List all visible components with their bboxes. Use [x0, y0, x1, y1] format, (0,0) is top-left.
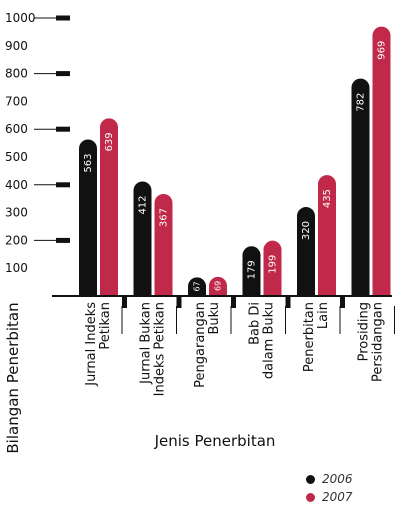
y-tick-marker-400: [56, 182, 70, 188]
bar-2007-1: [154, 193, 173, 296]
data-label-2006-1: 412: [138, 195, 149, 214]
legend: 2006 2007: [306, 470, 394, 506]
x-tick-label-0-0: Jurnal Indeks: [84, 302, 99, 387]
y-tick-label-600: 600: [5, 122, 28, 136]
x-tick-label-5-1: Persidangan: [371, 302, 386, 382]
x-tick-marker-1: [176, 296, 182, 308]
data-label-2007-0: 639: [104, 132, 115, 151]
y-axis-title: Bilangan Penerbitan: [4, 302, 22, 453]
legend-swatch-2006: [306, 474, 315, 484]
bar-2006-4: [297, 207, 315, 296]
x-tick-label-2-1: Buku: [207, 302, 222, 335]
legend-label-2007: 2007: [322, 490, 353, 504]
data-label-2007-2: 69: [214, 281, 223, 291]
bar-2007-5: [372, 26, 391, 296]
y-tick-label-900: 900: [5, 39, 28, 53]
y-tick-marker-600: [56, 126, 70, 132]
data-label-2006-2: 67: [193, 281, 202, 291]
y-tick-label-200: 200: [5, 233, 28, 247]
data-label-2006-5: 782: [356, 93, 367, 112]
data-label-2007-3: 199: [268, 255, 279, 274]
data-label-2007-5: 969: [377, 41, 388, 60]
y-tick-label-100: 100: [5, 261, 28, 275]
x-tick-label-2-0: Pengarangan: [193, 302, 208, 388]
bar-2006-2: [188, 277, 206, 296]
data-label-2007-1: 367: [159, 208, 170, 227]
legend-item-2006: 2006: [306, 470, 394, 488]
bar-2007-3: [263, 240, 282, 296]
data-label-2007-4: 435: [322, 189, 333, 208]
bar-2006-1: [133, 181, 152, 296]
data-label-2006-0: 563: [83, 153, 94, 172]
y-tick-label-500: 500: [5, 150, 28, 164]
x-axis-title: Jenis Penerbitan: [154, 432, 276, 450]
data-label-2006-4: 320: [301, 221, 312, 240]
y-tick-label-1000: 1000: [5, 11, 36, 25]
x-tick-label-4-0: Penerbitan: [302, 302, 317, 372]
x-tick-label-3-0: Bab Di: [248, 302, 263, 345]
y-tick-label-800: 800: [5, 67, 28, 81]
x-tick-label-0-1: Petikan: [98, 302, 113, 350]
x-tick-marker-0: [122, 296, 127, 308]
y-tick-marker-200: [56, 237, 70, 243]
y-tick-marker-1000: [56, 15, 70, 21]
x-tick-label-5-0: Prosiding: [357, 302, 372, 361]
x-tick-marker-4: [340, 296, 345, 308]
data-label-2006-3: 179: [247, 260, 258, 279]
x-tick-label-4-1: Lain: [316, 302, 331, 329]
bar-2007-2: [209, 276, 228, 296]
x-tick-label-1-0: Jurnal Bukan: [139, 302, 154, 385]
x-tick-marker-3: [285, 296, 291, 308]
y-tick-marker-800: [56, 71, 70, 77]
bar-2006-0: [79, 139, 97, 296]
x-tick-label-1-1: Indeks Petikan: [153, 302, 168, 396]
bar-2006-5: [351, 78, 370, 296]
y-tick-label-300: 300: [5, 206, 28, 220]
x-tick-label-3-1: dalam Buku: [262, 302, 277, 379]
legend-label-2006: 2006: [322, 472, 353, 486]
bar-2007-4: [318, 175, 336, 296]
bar-2006-3: [242, 246, 261, 296]
x-axis: Jurnal Indeks Petikan Jurnal Bukan Indeks P…: [52, 295, 395, 396]
y-tick-label-400: 400: [5, 178, 28, 192]
y-axis-ticks: 1000 900 800 700 600 500 400 300 200 100: [5, 11, 70, 275]
x-tick-marker-2: [231, 296, 236, 308]
bars: 563 639 412 367 67 69 179 199 320 435 782 969: [79, 26, 391, 296]
y-tick-label-700: 700: [5, 94, 28, 108]
bar-2007-0: [100, 118, 119, 296]
legend-item-2007: 2007: [306, 488, 394, 506]
legend-swatch-2007: [306, 492, 315, 502]
